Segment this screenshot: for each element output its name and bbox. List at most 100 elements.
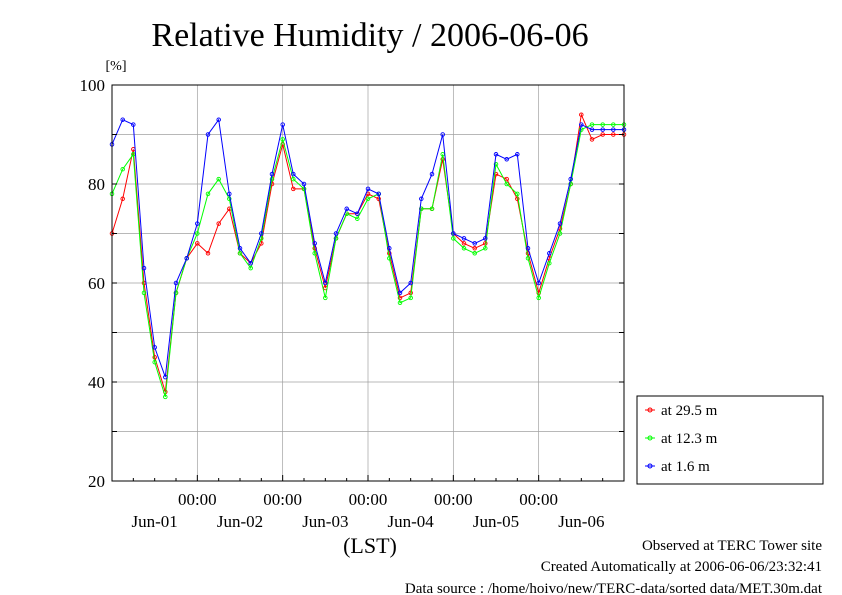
- legend: at 29.5 m at 12.3 m at 1.6 m: [636, 395, 824, 485]
- data-point: [216, 117, 221, 122]
- data-point: [419, 196, 424, 202]
- legend-swatch-marker: [647, 463, 653, 469]
- footer-created: Created Automatically at 2006-06-06/23:3…: [541, 559, 822, 575]
- data-point: [344, 206, 349, 212]
- x-day-label: Jun-05: [473, 512, 519, 531]
- data-point: [461, 236, 467, 241]
- y-tick-label: 80: [88, 175, 105, 194]
- data-point: [312, 251, 317, 256]
- data-point: [216, 221, 221, 226]
- x-day-label: Jun-02: [217, 512, 263, 531]
- data-point: [120, 166, 125, 172]
- series-2: [109, 122, 627, 400]
- legend-swatch-marker: [647, 435, 653, 441]
- data-point: [472, 246, 477, 251]
- data-point: [504, 181, 509, 187]
- data-point: [248, 260, 253, 266]
- data-point: [291, 186, 296, 192]
- x-day-label: Jun-06: [558, 512, 604, 531]
- data-point: [483, 236, 488, 241]
- data-point: [483, 246, 488, 251]
- series-line: [111, 118, 624, 378]
- x-time-tick-label: 00:00: [349, 490, 388, 509]
- data-point: [237, 251, 243, 256]
- data-point: [312, 241, 317, 246]
- data-point: [195, 241, 200, 246]
- data-point: [259, 231, 264, 236]
- data-point: [557, 231, 563, 236]
- data-point: [611, 122, 616, 127]
- data-point: [216, 176, 221, 182]
- data-point: [589, 122, 595, 127]
- x-time-tick-label: 00:00: [178, 490, 217, 509]
- data-point: [301, 181, 307, 187]
- data-point: [547, 260, 552, 266]
- data-point: [525, 246, 531, 251]
- data-point: [408, 280, 413, 286]
- data-point: [536, 295, 541, 301]
- data-point: [227, 196, 232, 202]
- data-point: [173, 280, 179, 286]
- data-point: [376, 196, 381, 202]
- data-point: [237, 246, 243, 251]
- data-point: [184, 256, 189, 261]
- series-layer: [109, 112, 627, 400]
- data-point: [365, 186, 371, 192]
- data-point: [291, 176, 296, 182]
- y-tick-label: 40: [88, 373, 105, 392]
- data-point: [333, 231, 339, 236]
- data-point: [301, 186, 307, 192]
- data-point: [323, 295, 328, 301]
- data-point: [525, 256, 531, 261]
- legend-label: at 29.5 m: [661, 403, 718, 419]
- data-point: [504, 176, 509, 182]
- data-point: [141, 290, 147, 296]
- data-point: [493, 161, 499, 167]
- data-point: [600, 132, 605, 137]
- data-point: [355, 211, 360, 216]
- data-point: [205, 191, 211, 197]
- data-point: [547, 251, 552, 256]
- data-point: [515, 191, 520, 197]
- data-point: [472, 251, 477, 256]
- y-tick-label: 20: [88, 472, 105, 491]
- legend-box: [636, 395, 824, 485]
- data-point: [163, 394, 168, 400]
- data-point: [387, 256, 392, 261]
- data-point: [152, 359, 157, 365]
- data-point: [440, 132, 445, 137]
- data-point: [397, 295, 403, 301]
- data-point: [429, 206, 435, 212]
- data-point: [120, 117, 125, 122]
- series-line: [111, 112, 624, 393]
- x-day-label: Jun-01: [132, 512, 178, 531]
- data-point: [333, 236, 339, 241]
- legend-label: at 1.6 m: [661, 459, 710, 475]
- data-point: [120, 196, 125, 202]
- data-point: [205, 251, 211, 256]
- legend-items: at 29.5 m at 12.3 m at 1.6 m: [645, 403, 718, 475]
- data-point: [376, 191, 381, 197]
- data-point: [611, 127, 616, 132]
- data-point: [397, 290, 403, 296]
- data-point: [611, 132, 616, 137]
- data-point: [557, 221, 563, 226]
- data-point: [600, 122, 605, 127]
- data-point: [152, 345, 157, 350]
- data-point: [472, 241, 477, 246]
- data-point: [515, 152, 520, 157]
- data-point: [131, 122, 136, 127]
- data-point: [589, 137, 595, 142]
- data-point: [195, 231, 200, 236]
- grid-lines: [112, 85, 624, 481]
- data-point: [387, 251, 392, 256]
- data-point: [291, 171, 296, 177]
- data-point: [387, 246, 392, 251]
- legend-label: at 12.3 m: [661, 431, 718, 447]
- data-point: [493, 171, 499, 177]
- data-point: [323, 280, 328, 286]
- y-tick-label: 60: [88, 274, 105, 293]
- data-point: [579, 112, 584, 117]
